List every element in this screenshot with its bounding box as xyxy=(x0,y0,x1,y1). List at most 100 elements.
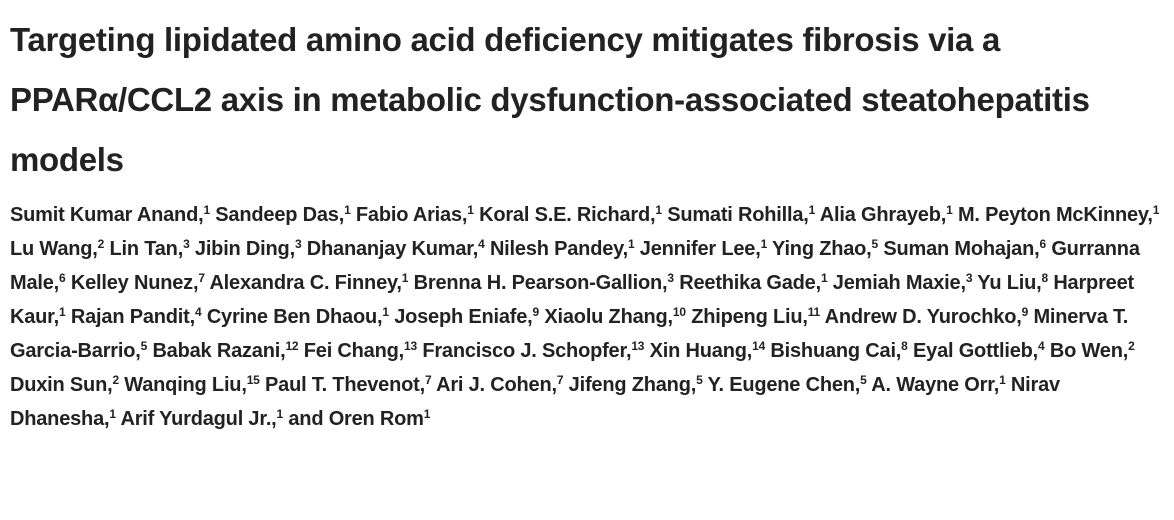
author: Xiaolu Zhang,10 xyxy=(544,305,686,328)
author: Harpreet Kaur,1 xyxy=(10,272,1134,328)
author: Paul T. Thevenot,7 xyxy=(265,374,432,396)
author: Sandeep Das,1 xyxy=(215,204,350,226)
author: Suman Mohajan,6 xyxy=(883,238,1046,260)
author: Cyrine Ben Dhaou,1 xyxy=(207,306,389,328)
author-name: Andrew D. Yurochko, xyxy=(824,306,1022,328)
author-name: Ying Zhao, xyxy=(772,238,872,260)
author-name: Zhipeng Liu, xyxy=(691,306,808,328)
author-name: Babak Razani, xyxy=(152,340,286,362)
author: Zhipeng Liu,11 xyxy=(691,306,820,328)
author-name: Lu Wang, xyxy=(10,238,98,260)
author-name: Brenna H. Pearson-Gallion, xyxy=(413,272,668,294)
author: Babak Razani,12 xyxy=(152,340,298,362)
author-name: Jibin Ding, xyxy=(194,238,295,260)
affiliation-number: 3 xyxy=(294,237,302,251)
author-name: Dhananjay Kumar, xyxy=(306,238,479,260)
author-name: Koral S.E. Richard, xyxy=(479,204,656,226)
author: Minerva T. Garcia-Barrio,5 xyxy=(10,306,1128,362)
author: A. Wayne Orr,1 xyxy=(871,374,1006,396)
affiliation-number: 2 xyxy=(97,237,105,251)
affiliation-number: 1 xyxy=(655,203,662,217)
affiliation-number: 1 xyxy=(467,203,474,217)
affiliation-number: 1 xyxy=(808,203,816,217)
affiliation-number: 1 xyxy=(203,203,210,217)
author-name: Minerva T. Garcia-Barrio, xyxy=(10,306,1129,362)
author: Joseph Eniafe,9 xyxy=(394,306,539,328)
author-name: Reethika Gade, xyxy=(679,272,821,294)
author-name: Jifeng Zhang, xyxy=(568,374,697,396)
author-name: and Oren Rom xyxy=(288,408,424,430)
author-name: Arif Yurdagul Jr., xyxy=(120,408,277,430)
author-name: Bishuang Cai, xyxy=(770,340,902,362)
author: M. Peyton McKinney,1 xyxy=(958,204,1159,226)
author: Brenna H. Pearson-Gallion,3 xyxy=(414,272,674,294)
author-name: Alia Ghrayeb, xyxy=(819,204,947,226)
affiliation-number: 3 xyxy=(667,271,674,285)
affiliation-number: 5 xyxy=(140,339,148,353)
affiliation-number: 8 xyxy=(901,339,908,353)
affiliation-number: 12 xyxy=(285,339,299,353)
author-name: A. Wayne Orr, xyxy=(871,374,1000,396)
affiliation-number: 1 xyxy=(109,407,116,421)
author-name: Cyrine Ben Dhaou, xyxy=(206,306,383,328)
affiliation-number: 5 xyxy=(871,237,879,251)
affiliation-number: 9 xyxy=(532,305,540,319)
affiliation-number: 1 xyxy=(401,271,409,285)
author-name: Paul T. Thevenot, xyxy=(265,374,425,396)
author-name: Kelley Nunez, xyxy=(70,272,199,294)
author: Nirav Dhanesha,1 xyxy=(10,374,1060,430)
author: Jennifer Lee,1 xyxy=(640,238,767,260)
affiliation-number: 4 xyxy=(1038,339,1045,353)
author: Koral S.E. Richard,1 xyxy=(479,204,662,226)
author: Fabio Arias,1 xyxy=(356,204,474,226)
affiliation-number: 1 xyxy=(627,237,635,251)
affiliation-number: 7 xyxy=(198,271,205,285)
author-name: Xin Huang, xyxy=(649,340,753,362)
author-list: Sumit Kumar Anand,1 Sandeep Das,1 Fabio … xyxy=(10,198,1160,436)
author-name: Sumati Rohilla, xyxy=(667,204,809,226)
author: Yu Liu,8 xyxy=(977,272,1048,294)
author-name: Eyal Gottlieb, xyxy=(913,340,1039,362)
author-name: Xiaolu Zhang, xyxy=(544,306,673,328)
author-name: Bo Wen, xyxy=(1049,340,1129,362)
author: Jemiah Maxie,3 xyxy=(833,272,973,294)
affiliation-number: 5 xyxy=(696,373,703,387)
author: Bishuang Cai,8 xyxy=(770,340,907,362)
author-name: Nilesh Pandey, xyxy=(489,238,628,260)
author: Rajan Pandit,4 xyxy=(71,306,202,328)
affiliation-number: 1 xyxy=(276,407,284,421)
affiliation-number: 10 xyxy=(672,305,686,319)
author-name: Lin Tan, xyxy=(109,238,184,260)
author-name: Y. Eugene Chen, xyxy=(707,374,861,396)
author: Bo Wen,2 xyxy=(1050,340,1135,362)
affiliation-number: 1 xyxy=(59,305,66,319)
author-name: M. Peyton McKinney, xyxy=(957,204,1153,226)
affiliation-number: 5 xyxy=(860,373,867,387)
author: Jibin Ding,3 xyxy=(195,238,302,260)
affiliation-number: 15 xyxy=(246,373,260,387)
author: Reethika Gade,1 xyxy=(679,272,827,294)
author: Wanqing Liu,15 xyxy=(124,373,260,396)
author: Sumit Kumar Anand,1 xyxy=(10,204,210,226)
affiliation-number: 2 xyxy=(1128,339,1135,353)
affiliation-number: 13 xyxy=(404,339,417,353)
affiliation-number: 1 xyxy=(820,271,828,285)
author: Ari J. Cohen,7 xyxy=(436,374,563,396)
author: Nilesh Pandey,1 xyxy=(489,237,635,260)
author: Gurranna Male,6 xyxy=(10,238,1140,294)
affiliation-number: 7 xyxy=(556,373,564,387)
author-name: Ari J. Cohen, xyxy=(436,374,557,396)
affiliation-number: 1 xyxy=(382,305,389,319)
author: Lin Tan,3 xyxy=(109,238,189,260)
author-name: Sumit Kumar Anand, xyxy=(10,204,204,226)
author-name: Francisco J. Schopfer, xyxy=(422,340,632,362)
affiliation-number: 14 xyxy=(752,339,766,353)
author-name: Joseph Eniafe, xyxy=(394,306,533,328)
affiliation-number: 4 xyxy=(478,237,485,251)
affiliation-number: 1 xyxy=(1152,203,1160,217)
author: Eyal Gottlieb,4 xyxy=(913,340,1045,362)
author-name: Yu Liu, xyxy=(977,272,1042,294)
affiliation-number: 2 xyxy=(112,373,119,387)
author-name: Gurranna Male, xyxy=(10,238,1140,294)
